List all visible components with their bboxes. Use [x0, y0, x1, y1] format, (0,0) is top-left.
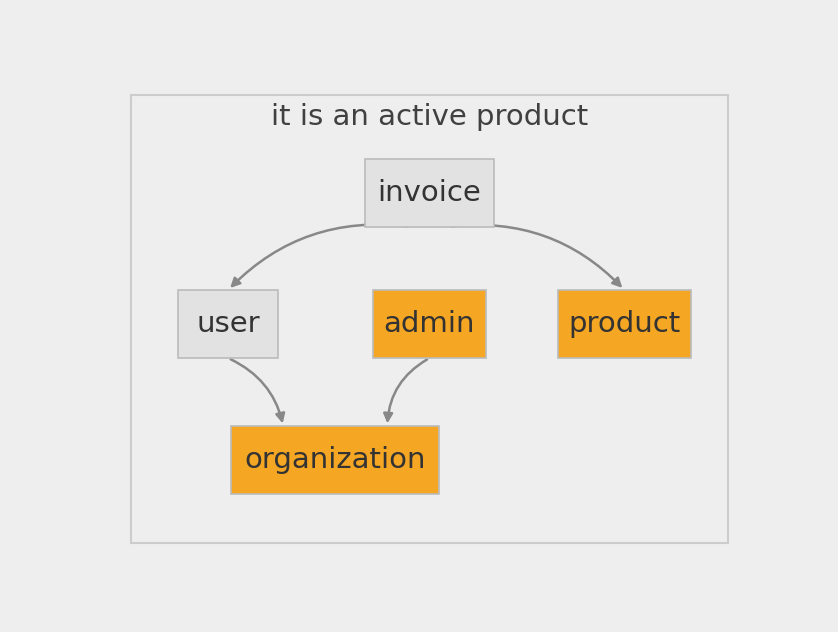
- Text: it is an active product: it is an active product: [271, 103, 588, 131]
- FancyArrowPatch shape: [230, 359, 284, 421]
- FancyBboxPatch shape: [131, 95, 728, 543]
- FancyBboxPatch shape: [558, 290, 691, 358]
- FancyArrowPatch shape: [452, 225, 620, 286]
- FancyArrowPatch shape: [385, 360, 427, 421]
- Text: user: user: [196, 310, 260, 338]
- Text: product: product: [568, 310, 680, 338]
- FancyBboxPatch shape: [178, 290, 278, 358]
- Text: invoice: invoice: [378, 179, 481, 207]
- Text: admin: admin: [384, 310, 475, 338]
- FancyBboxPatch shape: [231, 426, 439, 494]
- FancyArrowPatch shape: [232, 224, 407, 286]
- FancyBboxPatch shape: [373, 290, 486, 358]
- FancyBboxPatch shape: [365, 159, 494, 227]
- Text: organization: organization: [245, 446, 426, 474]
